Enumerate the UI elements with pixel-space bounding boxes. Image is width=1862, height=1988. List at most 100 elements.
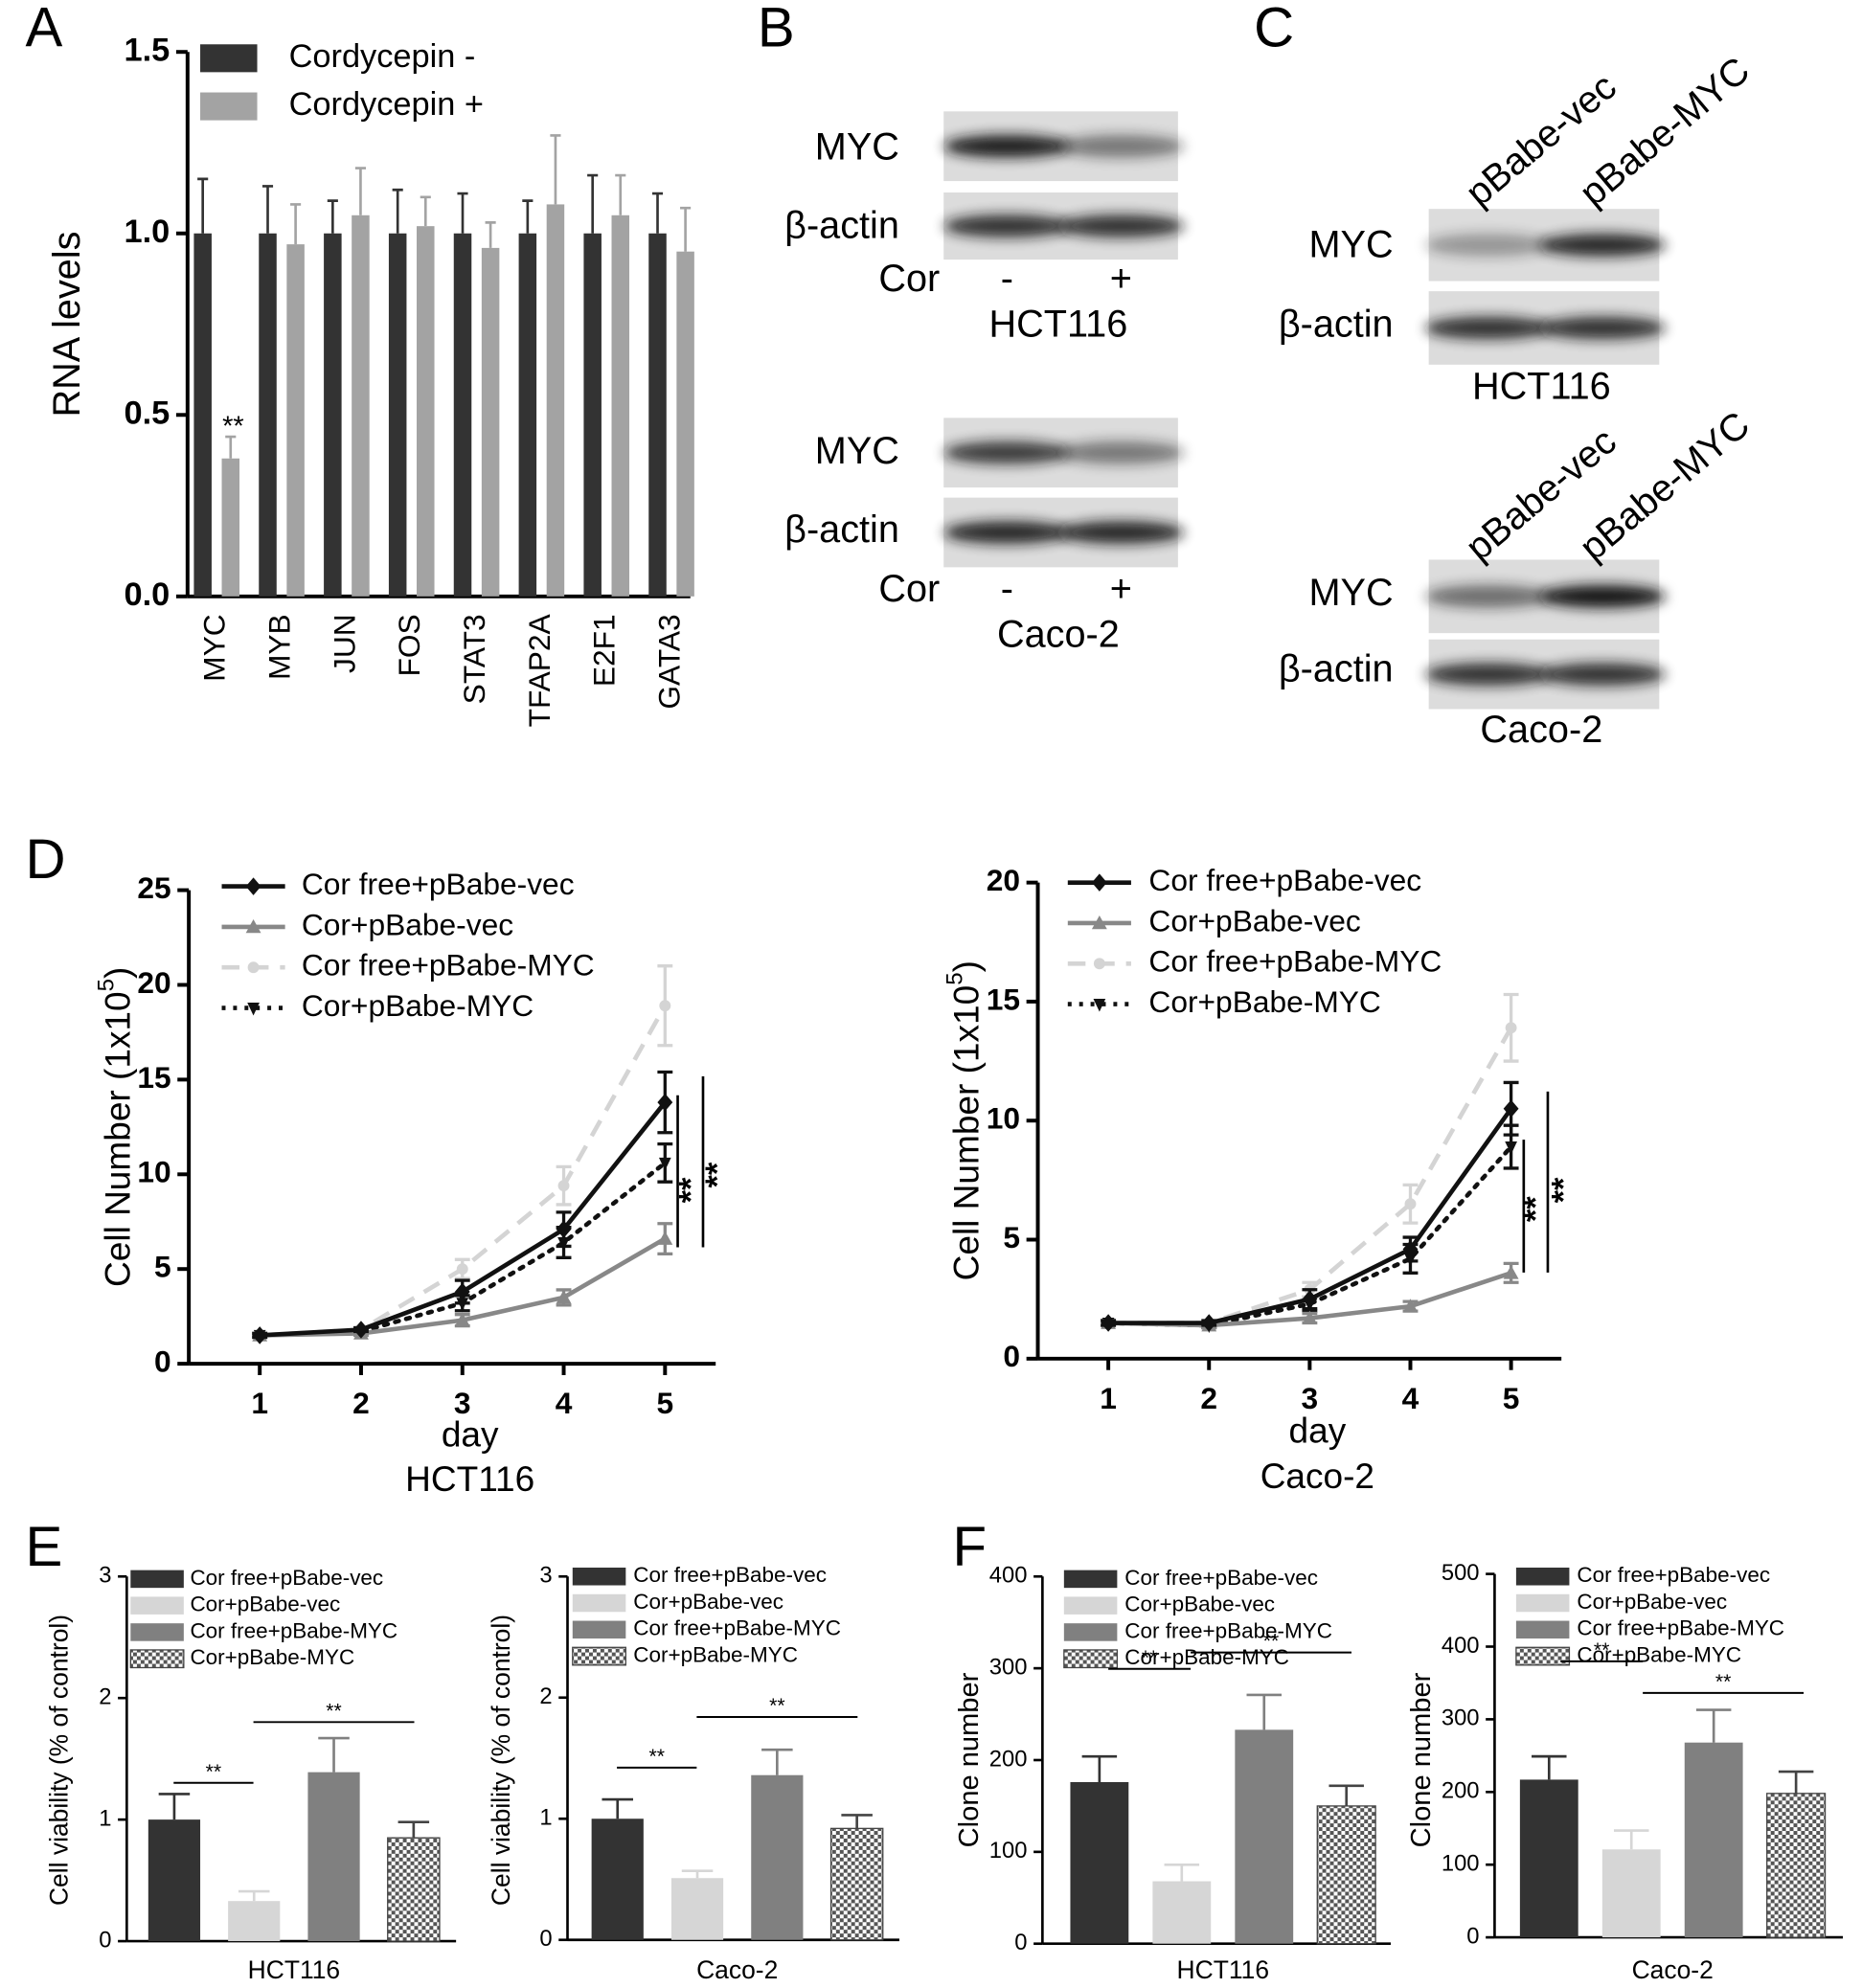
marker: [556, 1220, 572, 1238]
bar: [1519, 1779, 1578, 1938]
y-tick-label: 15: [137, 1060, 170, 1095]
x-tick-label: E2F1: [587, 614, 622, 687]
bar: [751, 1774, 804, 1940]
y-axis-label-text: Cell Number (1x10: [945, 985, 986, 1281]
bar: [307, 1772, 360, 1942]
annotation: **: [1715, 1671, 1731, 1693]
legend-label: Cor free+pBabe-MYC: [1124, 1618, 1332, 1642]
marker: [657, 1231, 673, 1245]
legend-swatch: [572, 1646, 626, 1666]
x-tick-label: 1: [251, 1386, 268, 1420]
y-axis-label-text: Cell viability (% of control): [487, 1615, 515, 1906]
y-axis-label-text: Clone number: [954, 1672, 985, 1847]
legend-marker: [245, 877, 261, 895]
marker: [1503, 1265, 1519, 1279]
y-tick-label: 0.5: [125, 395, 170, 431]
legend-label: Cor+pBabe-vec: [1577, 1590, 1727, 1614]
y-tick-label: 300: [989, 1654, 1028, 1680]
marker: [1505, 1022, 1517, 1034]
y-axis-label-sup: 5: [94, 979, 120, 991]
blot-band: [1424, 233, 1552, 257]
blot-band: [1057, 441, 1185, 464]
error-bar: [1328, 1784, 1364, 1806]
legend-label: Cordycepin +: [289, 86, 484, 123]
blot-band: [943, 521, 1071, 544]
legend-swatch: [1063, 1649, 1119, 1669]
y-axis-label: Cell viability (% of control): [487, 1615, 515, 1906]
x-tick-label: MYC: [197, 614, 232, 682]
legend-swatch: [1515, 1593, 1570, 1613]
blot-band: [1538, 316, 1666, 340]
y-tick-label: 500: [1442, 1560, 1480, 1586]
blot-row-label: MYC: [815, 126, 899, 169]
error-bar: [680, 206, 692, 252]
legend-swatch: [572, 1593, 626, 1613]
bar: [1235, 1729, 1294, 1944]
bar: [829, 1827, 884, 1941]
error-bar: [587, 173, 599, 234]
blot-row-label: MYC: [815, 430, 899, 472]
y-tick-label: 3: [99, 1563, 111, 1589]
legend-swatch: [1515, 1646, 1571, 1666]
x-tick-label: GATA3: [651, 614, 686, 709]
legend-label: Cor free+pBabe-MYC: [1577, 1616, 1784, 1640]
bar: [591, 1819, 644, 1940]
x-tick-label: 2: [1200, 1381, 1217, 1415]
marker: [1101, 1314, 1117, 1332]
legend-swatch: [130, 1596, 184, 1615]
legend-label: Cor free+pBabe-vec: [190, 1566, 383, 1590]
blot-band: [943, 134, 1071, 158]
error-bar: [841, 1814, 873, 1829]
error-bar: [485, 221, 496, 248]
x-tick-label: 5: [656, 1386, 673, 1420]
annotation: **: [326, 1700, 341, 1722]
error-bar: [761, 1748, 793, 1775]
x-tick-label: JUN: [327, 614, 361, 673]
y-axis-label: Cell viability (% of control): [45, 1615, 74, 1906]
error-bar: [1081, 1754, 1118, 1782]
marker: [659, 1000, 671, 1012]
y-tick-label: 100: [989, 1838, 1028, 1864]
y-tick-label: 5: [154, 1250, 171, 1284]
annotation: **: [699, 1162, 736, 1187]
error-bar: [238, 1889, 270, 1902]
annotation: **: [1546, 1177, 1582, 1203]
bar: [648, 233, 667, 597]
error-bar: [1695, 1708, 1732, 1743]
blot-row-label: MYC: [1309, 223, 1394, 265]
legend-swatch: [1515, 1567, 1570, 1586]
marker: [1402, 1299, 1419, 1313]
y-tick-label: 2: [539, 1683, 552, 1709]
blot-row-label: β-actin: [784, 204, 899, 246]
lane-label: +: [1110, 568, 1132, 610]
legend-marker: [247, 1002, 260, 1016]
bar: [193, 233, 212, 597]
marker: [1302, 1290, 1318, 1308]
x-tick-label: 2: [352, 1386, 370, 1420]
y-tick-label: 100: [1442, 1850, 1480, 1876]
legend-label: Cor+pBabe-MYC: [1124, 1645, 1289, 1669]
error-bar: [1778, 1770, 1814, 1794]
legend-label: Cor+pBabe-vec: [190, 1593, 340, 1616]
bar: [286, 244, 305, 597]
y-axis-label-text: RNA levels: [46, 232, 88, 418]
cell-line-label: Caco-2: [997, 614, 1120, 656]
blot-band: [1424, 316, 1552, 340]
legend-swatch: [1063, 1596, 1118, 1615]
x-tick-label: Caco-2: [696, 1955, 778, 1984]
bar: [453, 233, 472, 597]
bar: [221, 458, 240, 597]
lane-label: -: [1001, 258, 1013, 300]
y-tick-label: 200: [1442, 1778, 1480, 1804]
x-tick-label: TFAP2A: [522, 613, 556, 727]
x-axis-label: day: [1289, 1411, 1347, 1451]
subtitle: Caco-2: [1260, 1456, 1374, 1496]
panel-label: D: [26, 828, 66, 891]
bar: [481, 247, 500, 597]
x-tick-label: FOS: [392, 614, 426, 676]
bar: [546, 204, 565, 597]
blot-row-label: β-actin: [784, 508, 899, 551]
legend-swatch: [130, 1570, 184, 1589]
legend-label: Cor+pBabe-vec: [1148, 903, 1360, 938]
error-bar: [392, 188, 403, 234]
